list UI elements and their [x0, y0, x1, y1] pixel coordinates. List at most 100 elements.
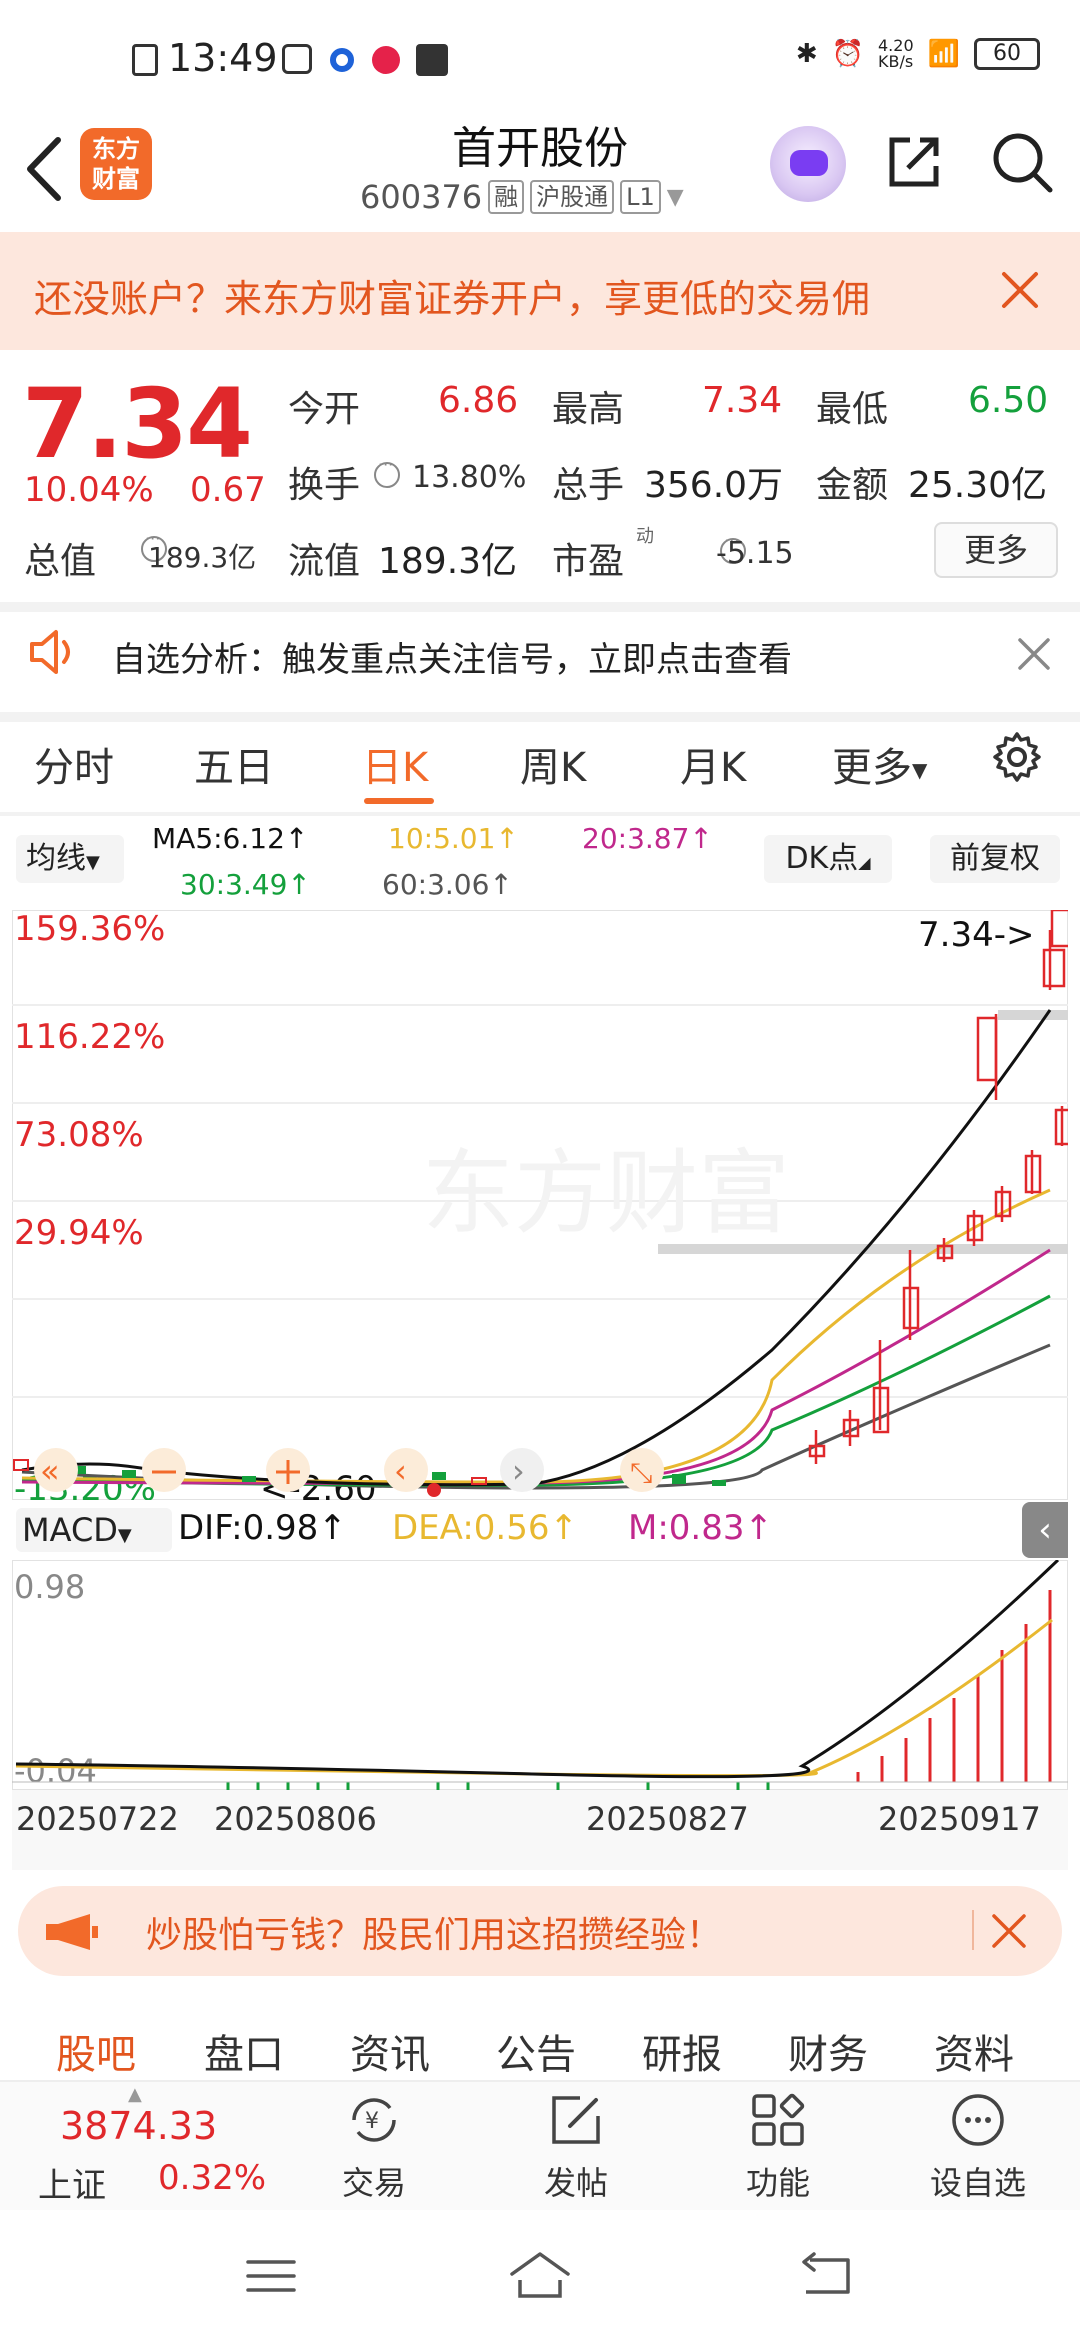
account-banner[interactable] — [0, 232, 1080, 350]
nav-trade-label: 交易 — [341, 2164, 406, 2202]
alarm-icon: ⏰ — [831, 39, 864, 69]
ma5-value: MA5:6.12↑ — [152, 822, 309, 855]
trade-icon: ¥ — [352, 2098, 396, 2142]
change-value: 0.67 — [190, 470, 266, 510]
low-label: 最低 — [816, 389, 889, 430]
dk-point-button[interactable]: DK点◢ — [764, 835, 892, 883]
tab-more[interactable]: 更多▼ — [832, 735, 927, 793]
close-icon[interactable] — [1016, 636, 1052, 672]
analysis-bar[interactable] — [0, 602, 1080, 702]
open-value: 6.86 — [438, 380, 519, 421]
pe-sup: 动 — [636, 526, 654, 547]
stock-code-row[interactable]: 600376 融 沪股通 L1 ▼ — [360, 178, 684, 216]
tab-finance[interactable]: 财务 — [788, 2032, 868, 2078]
status-time: 13:49 — [168, 36, 278, 80]
price-band — [658, 1244, 1068, 1254]
svg-text:‹: ‹ — [394, 1452, 407, 1490]
last-price-tag: 7.34-> — [918, 915, 1034, 955]
index-value[interactable]: 3874.33 — [60, 2104, 218, 2148]
nav-functions[interactable]: 功能 — [718, 2090, 838, 2204]
macd-m: M:0.83↑ — [628, 1508, 773, 1548]
chevron-down-icon: ▼ — [912, 758, 928, 782]
nav-add-watchlist-label: 设自选 — [929, 2164, 1026, 2202]
ma30-value: 30:3.49↑ — [180, 868, 311, 901]
rising-candles-top — [976, 910, 1068, 1100]
megaphone-icon — [46, 1914, 98, 1950]
app-icon — [330, 48, 354, 72]
y-label-4: 29.94% — [14, 1213, 144, 1253]
edit-icon — [552, 2096, 600, 2144]
menu-icon[interactable] — [244, 2256, 298, 2296]
info-icon[interactable] — [374, 455, 400, 488]
wifi-icon: 📶 — [927, 39, 960, 69]
gear-icon[interactable] — [990, 730, 1044, 784]
svg-text:¥: ¥ — [365, 2109, 379, 2134]
collapse-panel-icon[interactable]: ‹ — [1022, 1502, 1068, 1558]
app-icon — [282, 44, 312, 74]
macd-top-label: 0.98 — [14, 1568, 85, 1606]
tab-five-day[interactable]: 五日 — [194, 745, 274, 791]
home-icon[interactable] — [508, 2250, 572, 2300]
y-label-2: 116.22% — [14, 1017, 165, 1057]
index-bar — [0, 2080, 1080, 2210]
kline-chart[interactable]: 东方财富 159.36% 116.22% 73.08% 29.94% -13.2… — [12, 910, 1068, 1500]
net-speed: 4.20 KB/s — [878, 36, 914, 71]
high-label: 最高 — [552, 389, 625, 430]
tab-profile[interactable]: 资料 — [934, 2032, 1014, 2078]
tab-guba[interactable]: 股吧 — [56, 2032, 136, 2078]
period-tabs — [0, 712, 1080, 810]
close-icon[interactable] — [990, 1912, 1028, 1950]
divider — [972, 1910, 974, 1950]
info-icon[interactable] — [141, 529, 168, 562]
search-icon[interactable] — [990, 130, 1054, 194]
nav-post[interactable]: 发帖 — [516, 2090, 636, 2204]
ma10-value: 10:5.01↑ — [388, 822, 519, 855]
macd-select-label: MACD — [22, 1511, 118, 1549]
tab-daily-k[interactable]: 日K — [362, 745, 429, 791]
analysis-text[interactable]: 自选分析：触发重点关注信号，立即点击查看 — [112, 640, 792, 680]
mktcap-value: 189.3亿 — [148, 541, 257, 574]
tab-news[interactable]: 资讯 — [350, 2032, 430, 2078]
index-pct[interactable]: 0.32% — [158, 2158, 267, 2198]
volume-value: 356.0万 — [644, 465, 784, 506]
tab-monthly-k[interactable]: 月K — [680, 745, 747, 791]
change-pct: 10.04% — [24, 470, 154, 510]
ma60-value: 60:3.06↑ — [382, 868, 513, 901]
nav-trade[interactable]: ¥ 交易 — [314, 2090, 434, 2204]
back-icon[interactable] — [22, 134, 66, 204]
account-banner-text[interactable]: 还没账户？来东方财富证券开户，享更低的交易佣 — [34, 277, 871, 321]
back-nav-icon[interactable] — [796, 2252, 856, 2298]
gridlines — [12, 1004, 1068, 1398]
nav-add-watchlist[interactable]: 设自选 — [918, 2090, 1038, 2204]
app-icon — [372, 46, 400, 74]
chevron-down-icon: ▼ — [666, 184, 684, 210]
promo-banner[interactable] — [18, 1886, 1062, 1976]
ma-row — [0, 812, 1080, 912]
caret-up-icon: ▲ — [128, 2084, 142, 2105]
pe-label: 市盈 — [552, 541, 625, 582]
share-icon[interactable] — [884, 132, 944, 192]
promo-text[interactable]: 炒股怕亏钱？股民们用这招攒经验！ — [146, 1915, 723, 1956]
amount-value: 25.30亿 — [908, 465, 1048, 506]
high-value: 7.34 — [702, 380, 783, 421]
ma-select[interactable]: 均线▼ — [16, 835, 124, 883]
mktcap-label: 总值 — [24, 541, 97, 582]
ma-select-label: 均线 — [26, 841, 86, 876]
index-name[interactable]: 上证 — [38, 2166, 106, 2206]
float-label: 流值 — [288, 541, 361, 582]
more-button[interactable]: 更多 — [934, 522, 1058, 578]
info-icon[interactable] — [720, 531, 747, 564]
macd-select[interactable]: MACD▼ — [16, 1508, 172, 1552]
tag-margin: 融 — [488, 180, 525, 214]
close-icon[interactable] — [998, 268, 1042, 312]
tab-intraday[interactable]: 分时 — [34, 745, 114, 791]
tab-announcements[interactable]: 公告 — [496, 2032, 576, 2078]
adjust-button[interactable]: 前复权 — [930, 835, 1060, 883]
tab-research[interactable]: 研报 — [642, 2032, 722, 2078]
chevron-down-icon: ▼ — [117, 1525, 132, 1546]
pe-value: -5.15 — [716, 536, 794, 571]
tab-weekly-k[interactable]: 周K — [520, 745, 587, 791]
macd-chart[interactable]: 0.98 -0.04 — [12, 1560, 1068, 1790]
ma20-value: 20:3.87↑ — [582, 822, 713, 855]
tab-pankou[interactable]: 盘口 — [204, 2032, 284, 2078]
